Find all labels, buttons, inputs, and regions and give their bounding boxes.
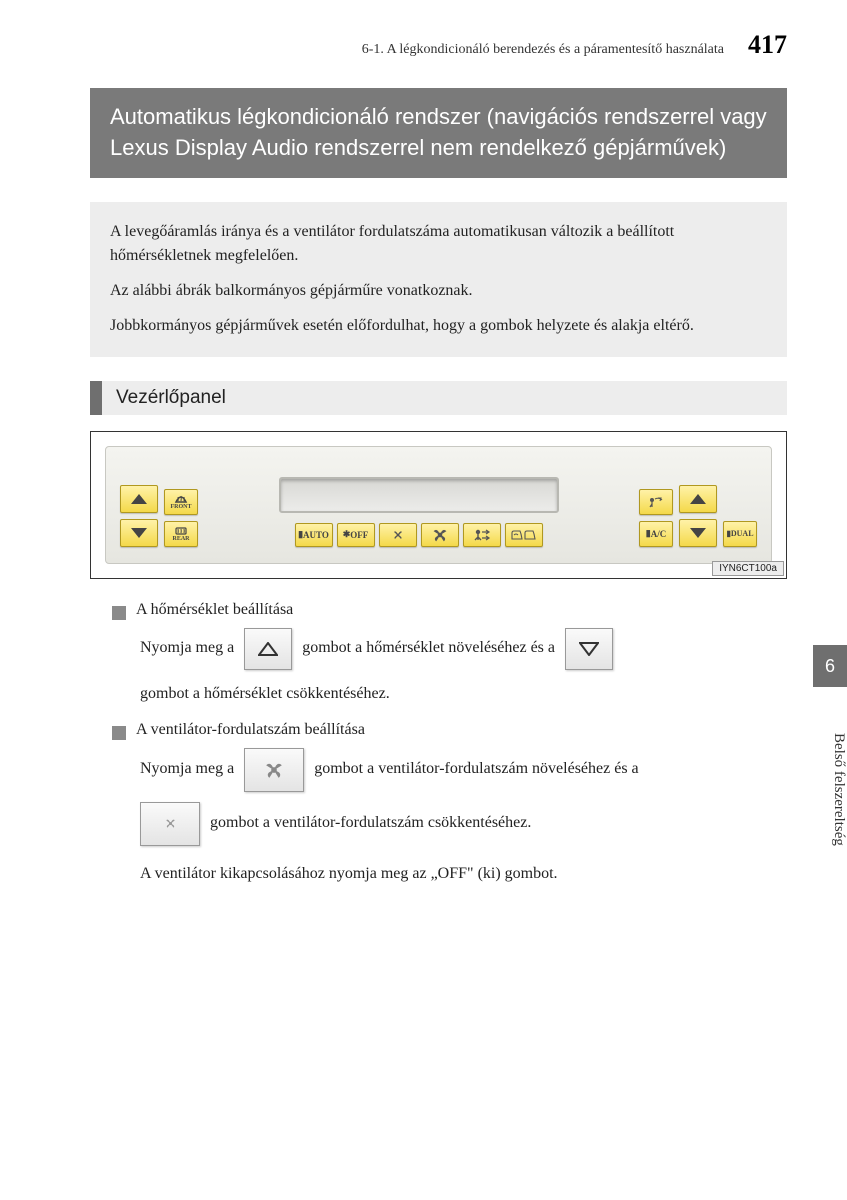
text-fragment: gombot a hőmérséklet növeléséhez és a xyxy=(302,630,555,667)
body-text: Nyomja meg a gombot a ventilátor-fordula… xyxy=(140,748,787,792)
square-bullet-icon xyxy=(112,726,126,740)
text-fragment: gombot a hőmérséklet csökkentéséhez. xyxy=(140,676,390,713)
chapter-tab: 6 xyxy=(813,645,847,687)
chapter-side-label: Belső felszereltség xyxy=(813,695,847,875)
breadcrumb: 6-1. A légkondicionáló berendezés és a p… xyxy=(362,42,724,58)
center-panel: ▮ AUTO ✱OFF xyxy=(208,477,629,547)
figure-label: IYN6CT100a xyxy=(712,561,784,576)
control-panel-figure: FRONT REAR ▮ AUTO ✱OFF xyxy=(90,431,787,579)
page-title: Automatikus légkondicionáló rendszer (na… xyxy=(90,88,787,178)
text-fragment: gombot a ventilátor-fordulatszám növelés… xyxy=(314,751,638,788)
dual-button[interactable]: ▮ DUAL xyxy=(723,521,757,547)
dual-label: DUAL xyxy=(731,529,754,538)
subsection-fan: A ventilátor-fordulatszám beállítása xyxy=(112,721,787,740)
off-label: OFF xyxy=(350,530,368,540)
subsection-title: A ventilátor-fordulatszám beállítása xyxy=(136,721,365,739)
rear-defrost-button[interactable]: REAR xyxy=(164,521,198,547)
temp-up-right-button[interactable] xyxy=(679,485,717,513)
page-header: 6-1. A légkondicionáló berendezés és a p… xyxy=(90,30,787,60)
down-arrow-button-inline xyxy=(565,628,613,670)
intro-paragraph: Az alábbi ábrák balkormányos gépjárműre … xyxy=(110,279,767,304)
right-button-group: ▮ A/C ▮ DUAL xyxy=(639,485,757,547)
rear-label: REAR xyxy=(172,536,189,542)
body-text: A ventilátor kikapcsolásához nyomja meg … xyxy=(140,860,787,887)
up-arrow-button-inline xyxy=(244,628,292,670)
subsection-temperature: A hőmérséklet beállítása xyxy=(112,601,787,620)
temp-down-right-button[interactable] xyxy=(679,519,717,547)
chapter-number: 6 xyxy=(825,656,835,677)
intro-box: A levegőáramlás iránya és a ventilátor f… xyxy=(90,202,787,357)
fan-up-button[interactable] xyxy=(421,523,459,547)
body-text: Nyomja meg a gombot a hőmérséklet növelé… xyxy=(140,628,787,713)
temp-up-left-button[interactable] xyxy=(120,485,158,513)
ac-label: A/C xyxy=(651,529,667,539)
airflow-mode-button[interactable] xyxy=(463,523,501,547)
intro-paragraph: A levegőáramlás iránya és a ventilátor f… xyxy=(110,220,767,270)
fan-down-button[interactable] xyxy=(379,523,417,547)
display-screen xyxy=(279,477,559,513)
control-panel-body: FRONT REAR ▮ AUTO ✱OFF xyxy=(105,446,772,564)
page-number: 417 xyxy=(748,30,787,60)
text-fragment: gombot a ventilátor-fordulatszám csökken… xyxy=(210,805,531,842)
fan-small-button-inline xyxy=(140,802,200,846)
off-button[interactable]: ✱OFF xyxy=(337,523,375,547)
fan-large-button-inline xyxy=(244,748,304,792)
text-fragment: Nyomja meg a xyxy=(140,751,234,788)
front-defrost-button[interactable]: FRONT xyxy=(164,489,198,515)
body-text: gombot a ventilátor-fordulatszám csökken… xyxy=(140,802,787,846)
text-fragment: Nyomja meg a xyxy=(140,630,234,667)
page-container: 6-1. A légkondicionáló berendezés és a p… xyxy=(0,0,847,917)
temp-down-left-button[interactable] xyxy=(120,519,158,547)
auto-label: AUTO xyxy=(303,530,329,540)
recirculation-button[interactable] xyxy=(505,523,543,547)
intro-paragraph: Jobbkormányos gépjárművek esetén előford… xyxy=(110,314,767,339)
section-header: Vezérlőpanel xyxy=(90,381,787,415)
auto-button[interactable]: ▮ AUTO xyxy=(295,523,333,547)
subsection-title: A hőmérséklet beállítása xyxy=(136,601,293,619)
windshield-air-button[interactable] xyxy=(639,489,673,515)
ac-button[interactable]: ▮ A/C xyxy=(639,521,673,547)
left-button-group: FRONT REAR xyxy=(120,485,198,547)
square-bullet-icon xyxy=(112,606,126,620)
front-label: FRONT xyxy=(171,504,192,510)
